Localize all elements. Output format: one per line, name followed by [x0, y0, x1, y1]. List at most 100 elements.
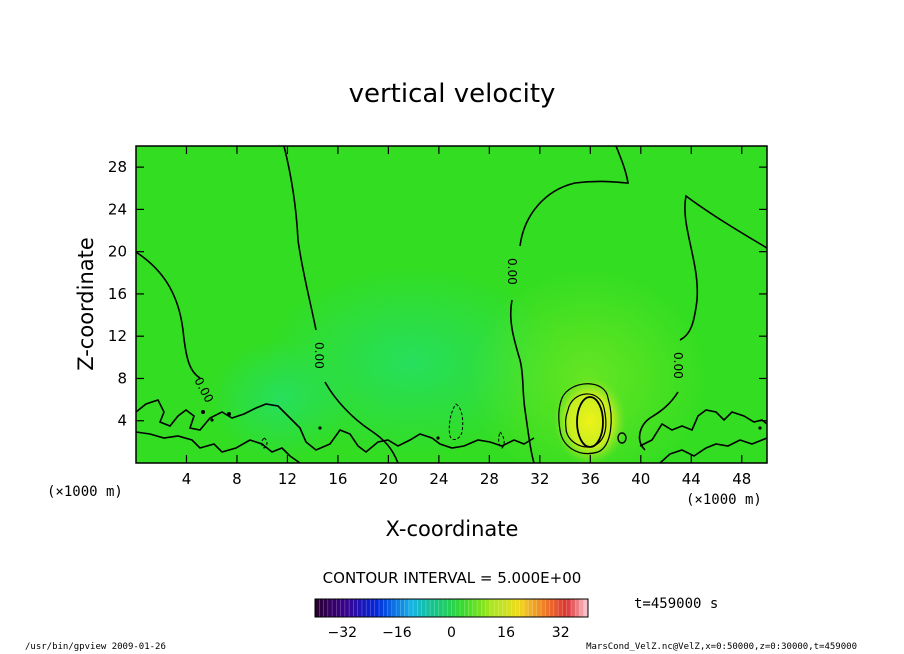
- plot-area: 0.00 0.00 0.00 0.00: [136, 146, 767, 463]
- y-tick-label: 24: [108, 200, 127, 218]
- field-positive-halo: [468, 268, 708, 463]
- footer-right: MarsCond_VelZ.nc@VelZ,x=0:50000,z=0:3000…: [586, 642, 857, 652]
- y-axis: 4 8 12 16 20 24 28: [108, 158, 767, 430]
- y-tick-label: 8: [117, 369, 127, 387]
- colorbar-swatch: [451, 599, 457, 617]
- colorbar-swatch: [570, 599, 576, 617]
- colorbar-swatch: [502, 599, 508, 617]
- colorbar-swatch: [549, 599, 555, 617]
- colorbar-swatch: [417, 599, 423, 617]
- contour-labels: 0.00 0.00 0.00 0.00: [191, 258, 685, 405]
- colorbar-swatch: [558, 599, 563, 617]
- contour-blobs: [201, 410, 762, 440]
- contour-label: 0.00: [312, 342, 326, 369]
- colorbar-swatch: [357, 599, 363, 617]
- colorbar-swatch: [366, 599, 371, 617]
- colorbar-swatch: [468, 599, 474, 617]
- colorbar-tick-label: 32: [552, 625, 570, 641]
- colorbar-swatch: [545, 599, 551, 617]
- colorbar-swatch: [425, 599, 431, 617]
- x-tick-label: 12: [278, 470, 297, 488]
- colorbar-swatch: [553, 599, 559, 617]
- x-tick-label: 8: [232, 470, 242, 488]
- zero-contour-left-2: [283, 146, 317, 331]
- colorbar-swatch: [472, 599, 478, 617]
- field-updraft-core: [554, 377, 626, 463]
- colorbar-swatch: [498, 599, 504, 617]
- colorbar-swatch: [349, 599, 354, 617]
- x-tick-label: 20: [379, 470, 398, 488]
- zero-contour-dome: [519, 146, 629, 247]
- contour-neg-5: [448, 403, 464, 440]
- colorbar-swatch: [413, 599, 418, 617]
- colorbar-tick-label: 16: [497, 625, 515, 641]
- zero-contours: [136, 146, 767, 463]
- colorbar-swatch: [489, 599, 495, 617]
- colorbar-swatch: [460, 599, 465, 617]
- zero-contour-dome-left: [509, 299, 535, 463]
- colorbar-swatch: [583, 599, 589, 617]
- contour-15: [576, 396, 604, 448]
- colorbar-swatch: [524, 599, 529, 617]
- zero-contour-bottom-right-2: [659, 437, 767, 463]
- contour-label: 0.00: [671, 352, 685, 379]
- x-unit-left: (×1000 m): [47, 484, 123, 500]
- zero-contour-bottom-left: [136, 431, 301, 463]
- contour-interval: CONTOUR INTERVAL = 5.000E+00: [323, 569, 582, 587]
- colorbar-swatch: [464, 599, 469, 617]
- colorbar-swatch: [370, 599, 376, 617]
- contour-small-loop: [617, 432, 627, 444]
- footer-left: /usr/bin/gpview 2009-01-26: [25, 642, 166, 652]
- negative-contours: [261, 403, 505, 449]
- positive-contours: [558, 383, 627, 455]
- colorbar-swatch: [344, 599, 350, 617]
- colorbar-swatch: [455, 599, 461, 617]
- colorbar-tick-label: −16: [382, 625, 412, 641]
- colorbar-swatch: [519, 599, 525, 617]
- y-tick-label: 16: [108, 285, 127, 303]
- colorbar-swatch: [400, 599, 405, 617]
- x-tick-label: 40: [631, 470, 650, 488]
- zero-contour-bottom-right: [639, 409, 767, 447]
- colorbar-swatch: [378, 599, 384, 617]
- colorbar-swatch: [404, 599, 410, 617]
- zero-contour-bottom-wiggle: [136, 399, 535, 454]
- colorbar-swatch: [391, 599, 397, 617]
- colorbar-swatch: [408, 599, 414, 617]
- colorbar-swatch: [434, 599, 440, 617]
- colorbar-swatch: [323, 599, 329, 617]
- y-tick-label: 4: [117, 412, 127, 430]
- colorbar-swatch: [319, 599, 324, 617]
- colorbar-swatch: [315, 599, 320, 617]
- y-tick-label: 20: [108, 243, 127, 261]
- x-axis-title: X-coordinate: [386, 517, 519, 541]
- x-tick-label: 24: [429, 470, 448, 488]
- x-tick-label: 48: [732, 470, 751, 488]
- contour-5: [558, 383, 612, 455]
- x-tick-label: 36: [581, 470, 600, 488]
- y-axis-title: Z-coordinate: [74, 237, 98, 371]
- colorbar-swatch: [562, 599, 568, 617]
- colorbar-swatch: [494, 599, 499, 617]
- colorbar-swatch: [430, 599, 435, 617]
- colorbar-swatch: [481, 599, 487, 617]
- colorbar-swatch: [515, 599, 521, 617]
- colorbar-swatch: [336, 599, 341, 617]
- contour-neg-5c: [261, 437, 268, 449]
- colorbar-swatch: [511, 599, 516, 617]
- time-label: t=459000 s: [634, 596, 718, 612]
- colorbar-swatch: [566, 599, 572, 617]
- colorbar-swatch: [396, 599, 401, 617]
- colorbar-swatch: [421, 599, 427, 617]
- x-tick-label: 4: [182, 470, 192, 488]
- field-negative-region-small: [210, 340, 350, 460]
- y-tick-label: 12: [108, 327, 127, 345]
- zero-contour-right-down: [638, 391, 679, 451]
- x-unit-right: (×1000 m): [686, 492, 762, 508]
- colorbar-swatch: [442, 599, 448, 617]
- colorbar-swatch: [340, 599, 346, 617]
- colorbar-swatch: [361, 599, 367, 617]
- colorbar-swatch: [532, 599, 538, 617]
- colorbar-swatch: [477, 599, 482, 617]
